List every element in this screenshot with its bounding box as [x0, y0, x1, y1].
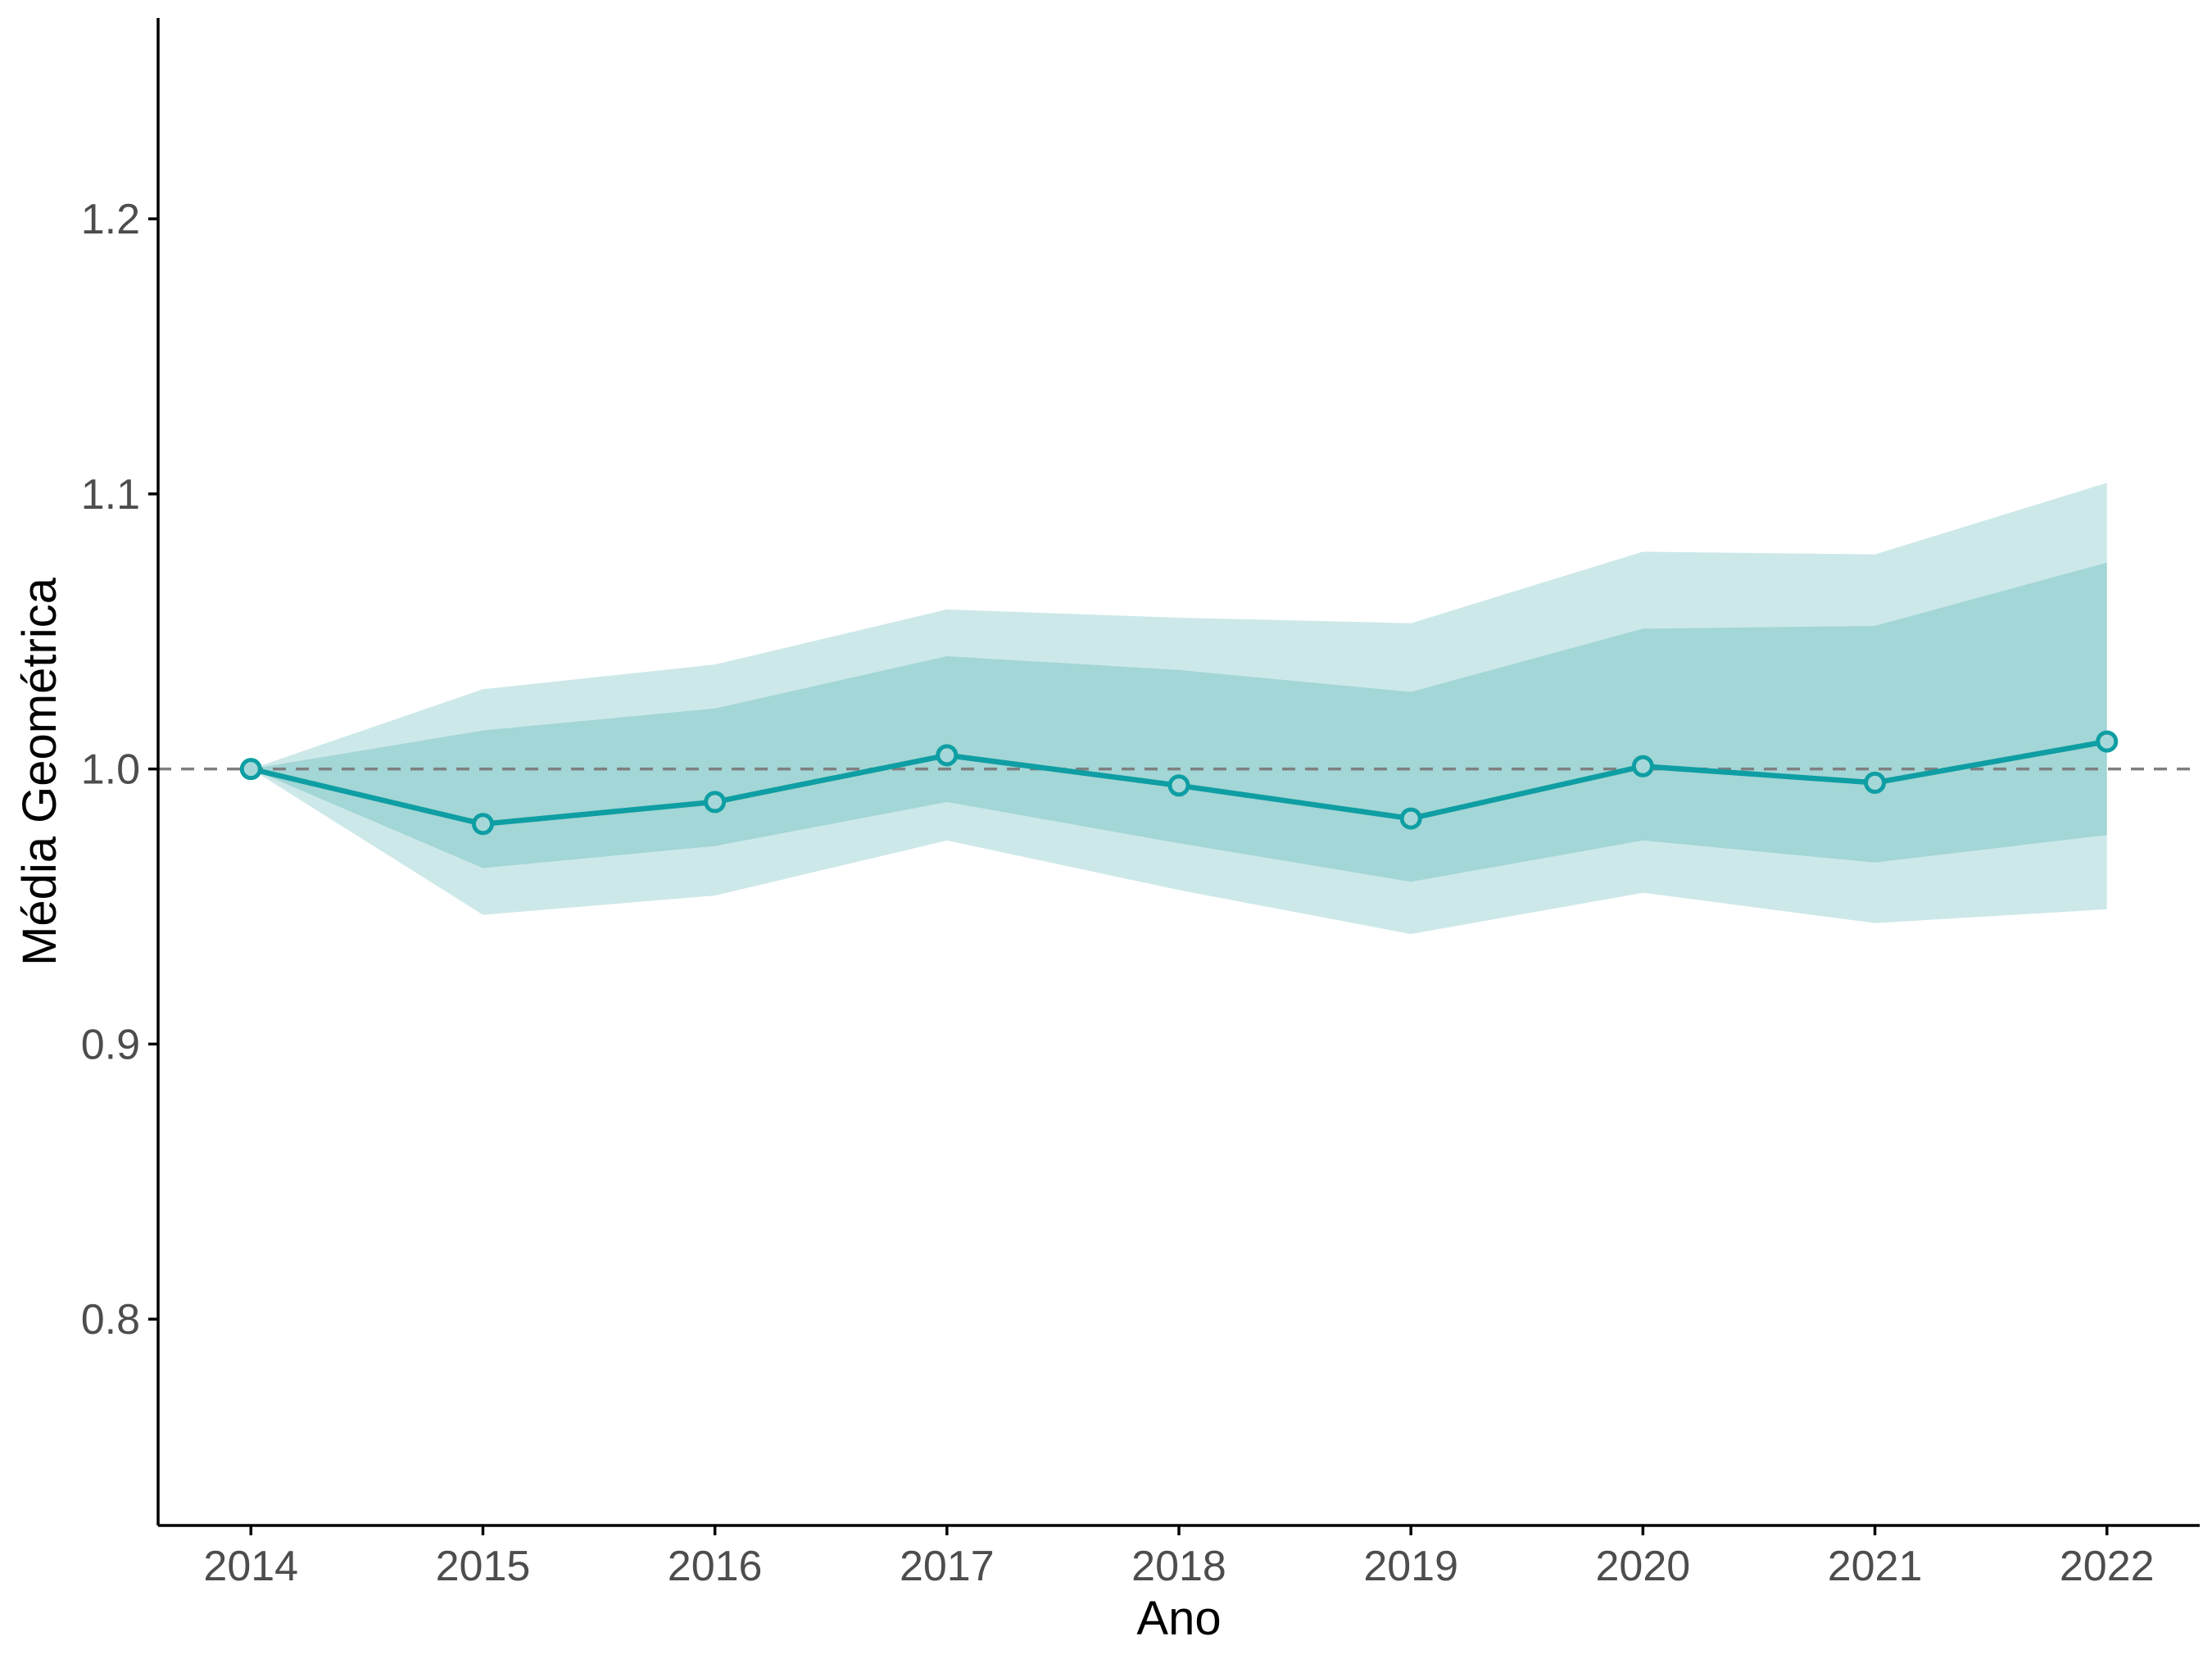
x-tick-label: 2017	[900, 1543, 995, 1590]
data-point	[471, 813, 494, 836]
x-tick-label: 2022	[2060, 1543, 2155, 1590]
data-point	[239, 758, 262, 781]
data-point	[1399, 807, 1422, 830]
data-point	[1864, 771, 1887, 794]
y-tick-label: 0.8	[81, 1296, 140, 1344]
y-tick-label: 0.9	[81, 1021, 140, 1068]
x-tick-label: 2014	[203, 1543, 298, 1590]
data-point	[1631, 755, 1654, 777]
y-tick-label: 1.0	[81, 746, 140, 794]
data-point	[1167, 774, 1190, 797]
data-point	[2096, 730, 2119, 753]
x-axis-title: Ano	[1136, 1592, 1221, 1645]
data-point	[936, 744, 959, 767]
x-tick-label: 2020	[1596, 1543, 1691, 1590]
x-tick-label: 2019	[1363, 1543, 1458, 1590]
x-tick-label: 2018	[1131, 1543, 1226, 1590]
y-tick-label: 1.1	[81, 471, 140, 519]
y-tick-label: 1.2	[81, 196, 140, 243]
axes: 0.8 0.9 1.0 1.1 1.2 2014 2015 2016 2017 2018 2019 2…	[81, 18, 2200, 1590]
confidence-bands	[251, 483, 2107, 935]
data-point	[704, 791, 727, 814]
series-group	[239, 730, 2119, 836]
x-tick-label: 2016	[668, 1543, 763, 1590]
y-axis-title: Média Geométrica	[13, 577, 66, 966]
x-tick-label: 2021	[1828, 1543, 1923, 1590]
x-tick-label: 2015	[436, 1543, 531, 1590]
